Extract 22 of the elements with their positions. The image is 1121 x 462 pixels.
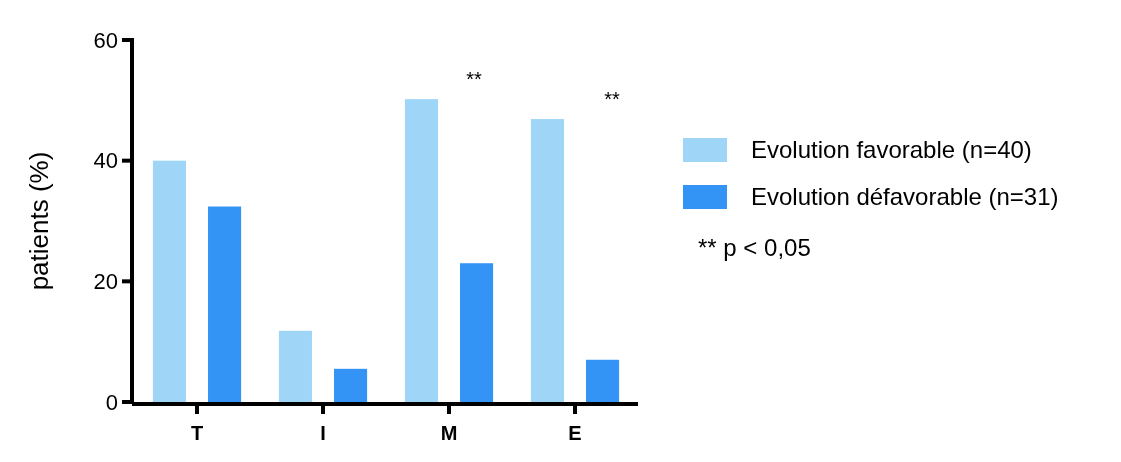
y-tick-label: 0 <box>105 389 118 415</box>
bar <box>404 99 438 402</box>
bar <box>152 160 186 402</box>
bar <box>530 119 564 402</box>
annotation: ** <box>466 68 482 90</box>
text: ** p < 0,05 <box>698 234 811 262</box>
bar <box>586 359 620 402</box>
legend-label: Evolution favorable (n=40) <box>751 136 1032 164</box>
bar <box>460 263 494 402</box>
x-tick-label: M <box>440 422 458 444</box>
annotation: ** <box>604 88 620 110</box>
y-tick-label: 40 <box>93 148 118 174</box>
bar <box>334 368 368 402</box>
y-axis-title: patients (%) <box>24 151 54 291</box>
legend-label: Evolution défavorable (n=31) <box>751 183 1059 211</box>
x-tick-label: I <box>320 422 326 444</box>
y-tick-label: 20 <box>93 269 118 295</box>
bar <box>278 330 312 402</box>
bar <box>208 206 242 402</box>
x-tick-label: E <box>568 422 582 444</box>
y-tick-label: 60 <box>93 27 118 53</box>
x-tick-label: T <box>190 422 204 444</box>
